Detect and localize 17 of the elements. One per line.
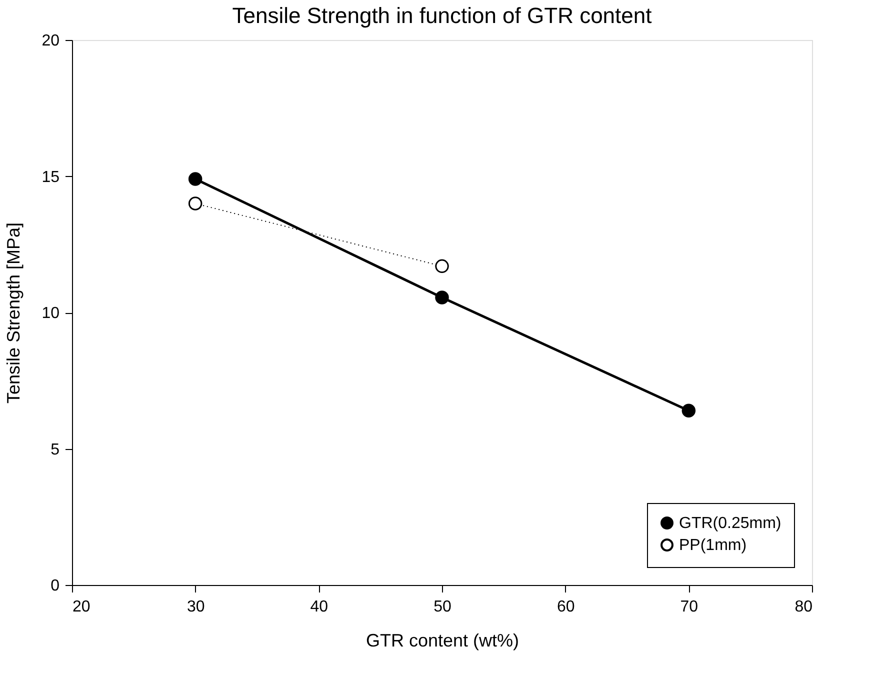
y-tick-label: 5 bbox=[50, 441, 60, 458]
legend-label: GTR(0.25mm) bbox=[679, 515, 782, 532]
chart-title: Tensile Strength in function of GTR content bbox=[232, 3, 652, 28]
y-tick-label: 10 bbox=[42, 305, 60, 322]
x-tick-label: 30 bbox=[186, 598, 205, 616]
x-tick-label: 40 bbox=[310, 598, 328, 616]
y-axis-title: Tensile Strength [MPa] bbox=[4, 222, 24, 404]
y-tick-label: 20 bbox=[42, 32, 60, 50]
legend-label: PP(1mm) bbox=[679, 537, 747, 554]
y-tick-label: 15 bbox=[42, 168, 60, 186]
x-tick-label: 60 bbox=[556, 598, 575, 616]
x-tick-label: 20 bbox=[72, 598, 90, 616]
y-tick-label: 0 bbox=[50, 578, 60, 594]
x-tick-label: 70 bbox=[680, 598, 698, 616]
x-tick-label: 80 bbox=[794, 598, 813, 616]
x-tick-label: 50 bbox=[434, 598, 452, 616]
x-axis-title: GTR content (wt%) bbox=[366, 630, 520, 650]
